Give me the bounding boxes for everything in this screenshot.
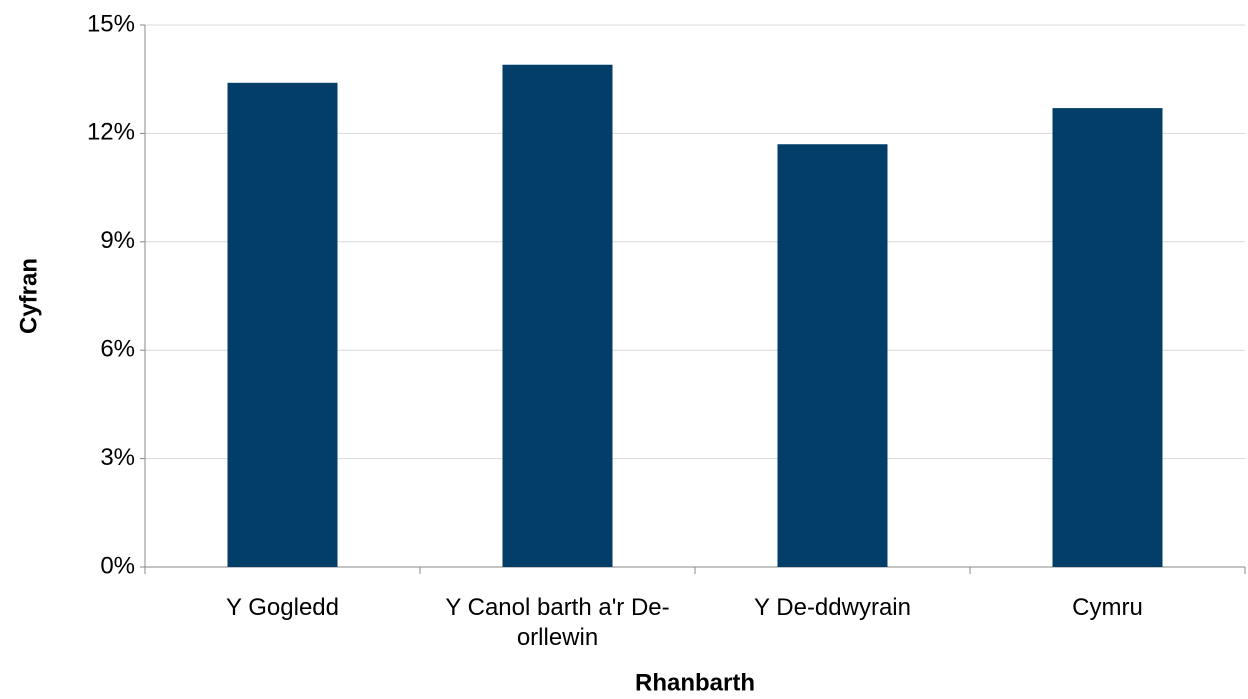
y-axis-title: Cyfran (15, 258, 42, 334)
y-tick-label: 3% (100, 444, 135, 471)
y-tick-label: 12% (87, 119, 135, 146)
bar (777, 144, 888, 568)
x-tick-label: Y Canol barth a'r De-orllewin (445, 594, 670, 651)
x-axis-title: Rhanbarth (635, 669, 755, 696)
x-tick-label: Y Gogledd (226, 594, 339, 621)
y-tick-label: 6% (100, 336, 135, 363)
y-tick-label: 0% (100, 552, 135, 579)
bar (227, 82, 338, 568)
x-tick-label: Y De-ddwyrain (754, 594, 911, 621)
x-tick-label: Cymru (1072, 594, 1143, 621)
y-tick-label: 15% (87, 10, 135, 37)
y-tick-label: 9% (100, 227, 135, 254)
bar (502, 64, 613, 567)
bar (1052, 108, 1163, 568)
